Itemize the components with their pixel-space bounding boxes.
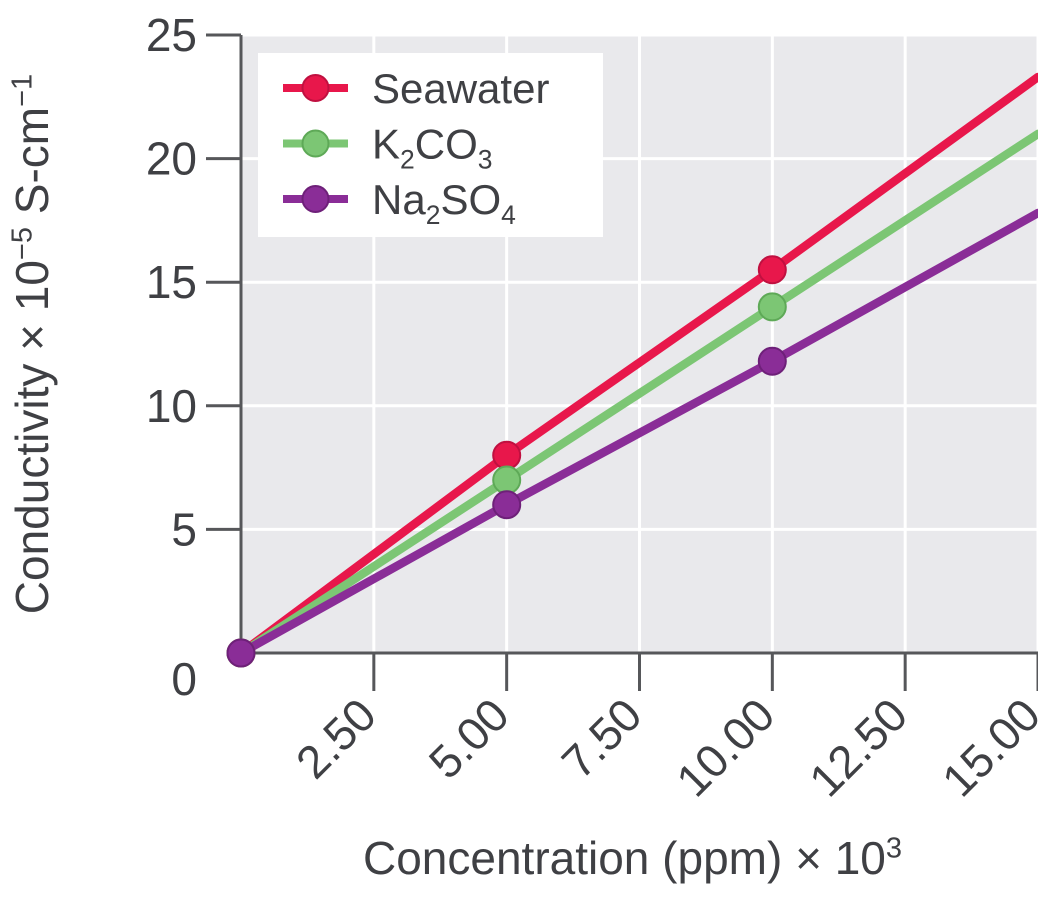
y-tick-label: 15 — [146, 256, 197, 308]
series-marker-na2so4 — [226, 638, 256, 668]
legend-marker-na2so4 — [301, 185, 330, 213]
x-tick-label: 2.50 — [286, 688, 386, 788]
x-axis-title: Concentration (ppm) × 103 — [363, 832, 902, 884]
legend-marker-k2co3 — [301, 129, 330, 158]
legend-label-na2so4: Na2SO4 — [372, 176, 516, 230]
series-marker-seawater — [492, 440, 522, 470]
legend-label-seawater: Seawater — [372, 65, 549, 112]
legend-label-k2co3: K2CO3 — [372, 121, 493, 175]
legend-marker-seawater — [301, 74, 330, 102]
y-tick-label: 25 — [146, 9, 197, 61]
y-axis-title: Conductivity × 10−5 S-cm−1 — [6, 74, 58, 614]
series-line-k2co3 — [236, 129, 1038, 658]
series-marker-k2co3 — [492, 465, 522, 495]
series-line-seawater — [236, 72, 1038, 658]
series-line-na2so4 — [236, 208, 1038, 658]
x-tick-label: 12.50 — [799, 688, 917, 806]
y-tick-label: 20 — [146, 133, 197, 185]
y-tick-label: 5 — [171, 503, 197, 555]
x-tick-label: 7.50 — [551, 688, 651, 788]
series-marker-na2so4 — [757, 346, 787, 376]
series-marker-seawater — [757, 255, 787, 285]
x-tick-label: 5.00 — [419, 688, 519, 788]
y-tick-label: 10 — [146, 380, 197, 432]
series-marker-k2co3 — [757, 292, 787, 322]
y-tick-label: 0 — [171, 653, 197, 705]
x-tick-label: 10.00 — [666, 688, 784, 806]
series-marker-na2so4 — [492, 490, 522, 520]
x-tick-label: 15.00 — [932, 688, 1038, 806]
